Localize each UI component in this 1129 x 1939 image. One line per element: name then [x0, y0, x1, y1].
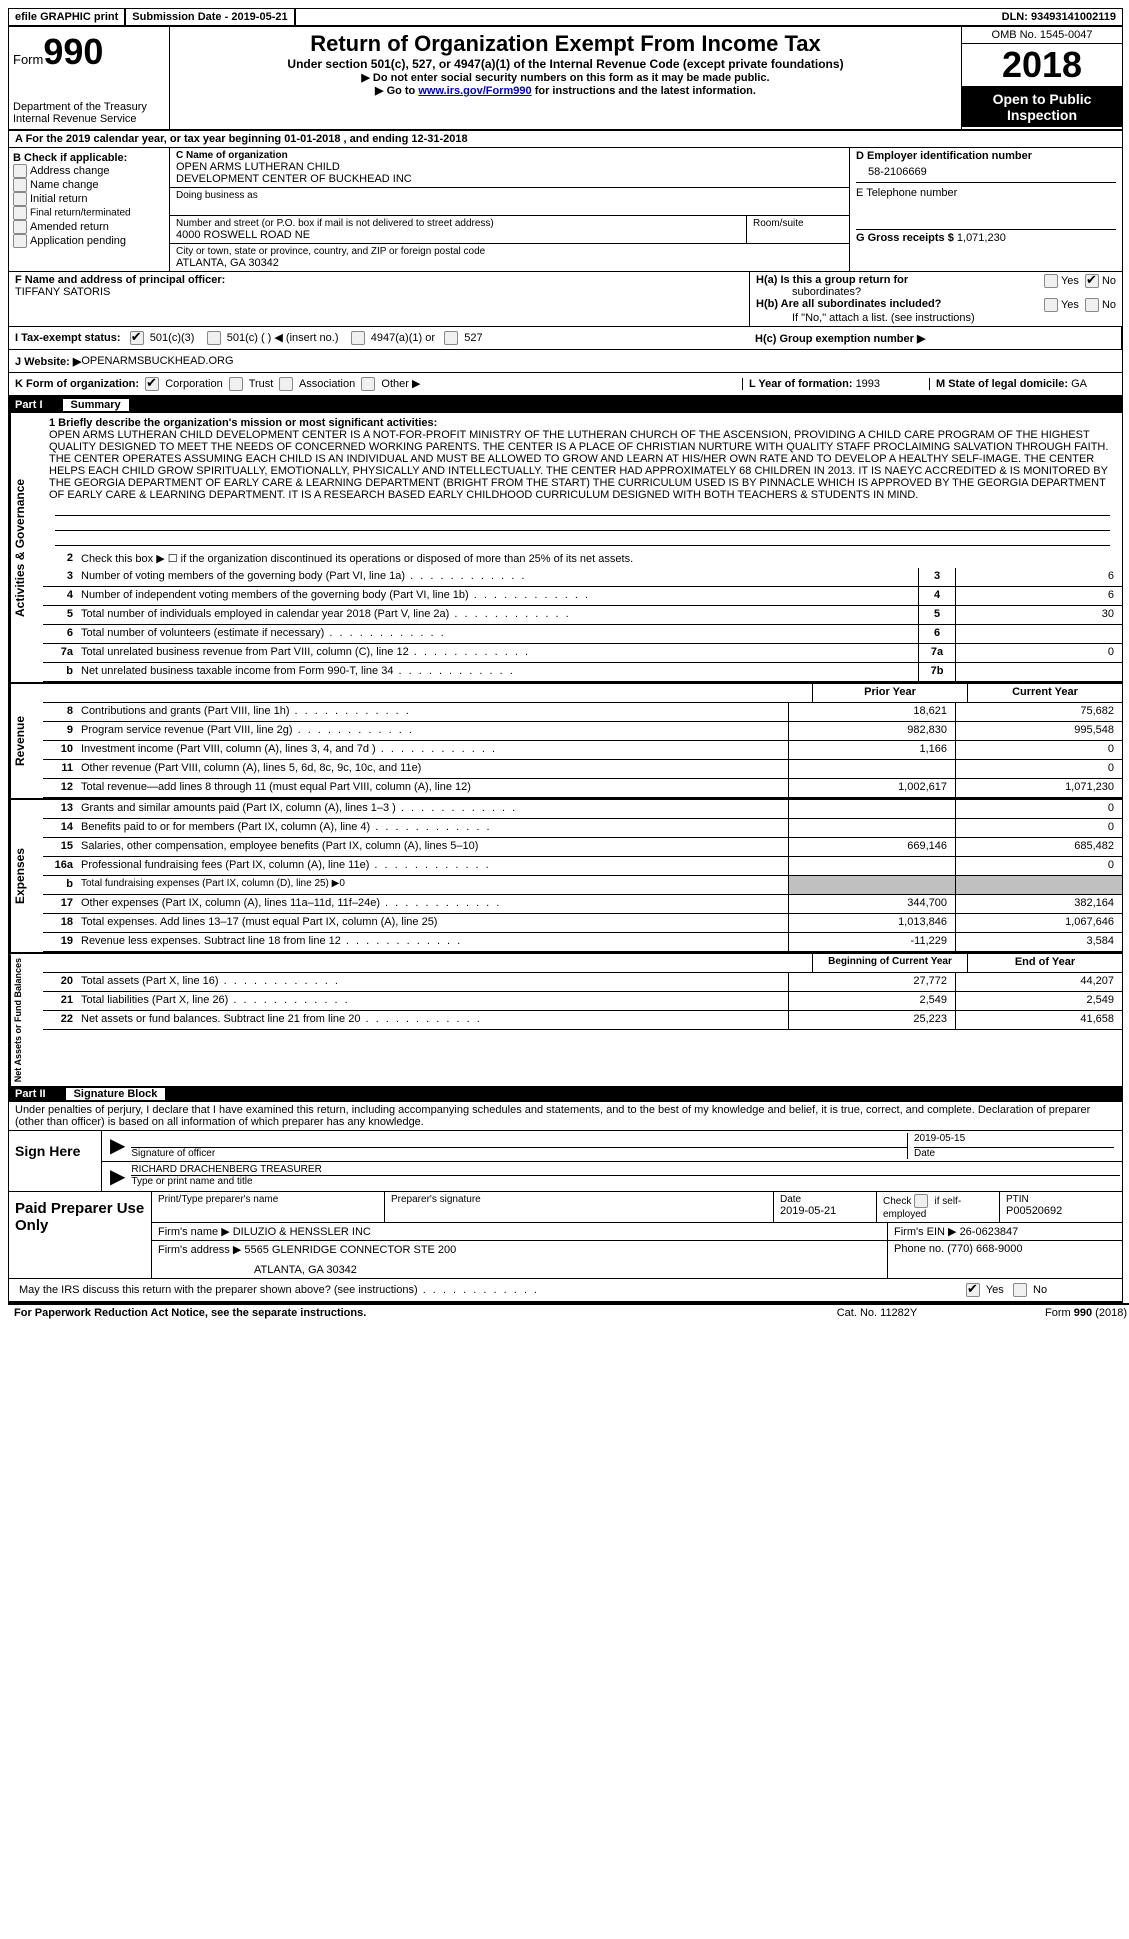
- section-c: C Name of organization OPEN ARMS LUTHERA…: [170, 148, 850, 271]
- cb-501c3[interactable]: 501(c)(3): [130, 332, 195, 344]
- section-hc: H(c) Group exemption number ▶: [749, 332, 1115, 345]
- part-1-header: Part I Summary: [9, 397, 1122, 413]
- footer: For Paperwork Reduction Act Notice, see …: [8, 1303, 1129, 1321]
- section-d: D Employer identification number 58-2106…: [850, 148, 1122, 271]
- side-label-expenses: Expenses: [9, 800, 43, 952]
- cb-527[interactable]: 527: [444, 332, 482, 344]
- subtitle: Under section 501(c), 527, or 4947(a)(1)…: [178, 57, 953, 71]
- section-i: I Tax-exempt status: 501(c)(3) 501(c) ( …: [9, 327, 1122, 350]
- sig-arrow-icon-2: ▶: [104, 1164, 131, 1189]
- expenses-section: Expenses 13Grants and similar amounts pa…: [9, 798, 1122, 952]
- cb-501c[interactable]: 501(c) ( ) ◀ (insert no.): [207, 332, 339, 344]
- header-left: Form990 Department of the Treasury Inter…: [9, 27, 170, 129]
- paid-preparer-label: Paid Preparer Use Only: [9, 1192, 152, 1278]
- paid-preparer-section: Paid Preparer Use Only Print/Type prepar…: [9, 1192, 1122, 1278]
- mission-text: OPEN ARMS LUTHERAN CHILD DEVELOPMENT CEN…: [49, 429, 1116, 501]
- top-bar: efile GRAPHIC print Submission Date - 20…: [9, 9, 1122, 27]
- hb-no[interactable]: No: [1085, 298, 1116, 312]
- penalty-text: Under penalties of perjury, I declare th…: [9, 1102, 1122, 1131]
- dept-treasury: Department of the Treasury: [13, 101, 165, 113]
- sig-arrow-icon: ▶: [104, 1133, 131, 1159]
- main-title: Return of Organization Exempt From Incom…: [178, 31, 953, 57]
- instr-1: ▶ Do not enter social security numbers o…: [178, 71, 953, 84]
- cb-address-change[interactable]: Address change: [13, 164, 165, 178]
- discuss-row: May the IRS discuss this return with the…: [9, 1278, 1122, 1302]
- section-f: F Name and address of principal officer:…: [9, 272, 750, 326]
- section-j: J Website: ▶ OPENARMSBUCKHEAD.ORG: [9, 350, 1122, 373]
- header-right: OMB No. 1545-0047 2018 Open to Public In…: [961, 27, 1122, 129]
- sign-here-label: Sign Here: [9, 1131, 102, 1191]
- cb-trust[interactable]: Trust: [229, 378, 274, 390]
- cb-other[interactable]: Other ▶: [361, 378, 420, 390]
- section-klm: K Form of organization: Corporation Trus…: [9, 373, 1122, 397]
- dln: DLN: 93493141002119: [996, 9, 1122, 25]
- tax-year: 2018: [962, 44, 1122, 87]
- form-990-container: efile GRAPHIC print Submission Date - 20…: [8, 8, 1123, 1303]
- section-l: L Year of formation: 1993: [742, 378, 929, 390]
- sign-here-section: Sign Here ▶ Signature of officer 2019-05…: [9, 1131, 1122, 1192]
- submission-date: Submission Date - 2019-05-21: [126, 9, 295, 25]
- cb-amended-return[interactable]: Amended return: [13, 220, 165, 234]
- ein-value: 58-2106669: [856, 162, 1116, 182]
- org-name-block: C Name of organization OPEN ARMS LUTHERA…: [170, 148, 849, 188]
- ha-yes[interactable]: Yes: [1044, 274, 1079, 298]
- hb-yes[interactable]: Yes: [1044, 298, 1079, 312]
- revenue-section: Revenue Prior YearCurrent Year 8Contribu…: [9, 682, 1122, 798]
- section-a: A For the 2019 calendar year, or tax yea…: [9, 131, 1122, 148]
- sig-date: 2019-05-15 Date: [907, 1133, 1120, 1159]
- ha-no[interactable]: No: [1085, 274, 1116, 298]
- city-block: City or town, state or province, country…: [170, 244, 849, 271]
- side-label-revenue: Revenue: [9, 684, 43, 798]
- cb-application-pending[interactable]: Application pending: [13, 234, 165, 248]
- section-bcd: B Check if applicable: Address change Na…: [9, 148, 1122, 272]
- net-assets-section: Net Assets or Fund Balances Beginning of…: [9, 952, 1122, 1086]
- section-fh: F Name and address of principal officer:…: [9, 272, 1122, 327]
- form990-link[interactable]: www.irs.gov/Form990: [418, 85, 531, 97]
- activities-governance: Activities & Governance 1 Briefly descri…: [9, 413, 1122, 682]
- signature-field[interactable]: Signature of officer: [131, 1133, 907, 1159]
- cb-final-return[interactable]: Final return/terminated: [13, 206, 165, 220]
- section-b-title: B Check if applicable:: [13, 152, 165, 164]
- gross-receipts: G Gross receipts $ 1,071,230: [856, 229, 1116, 244]
- omb-number: OMB No. 1545-0047: [962, 27, 1122, 44]
- header-center: Return of Organization Exempt From Incom…: [170, 27, 961, 129]
- officer-name: RICHARD DRACHENBERG TREASURER Type or pr…: [131, 1164, 1120, 1189]
- section-h: H(a) Is this a group return for subordin…: [750, 272, 1122, 326]
- efile-label: efile GRAPHIC print: [9, 9, 126, 25]
- address-block: Number and street (or P.O. box if mail i…: [170, 216, 849, 244]
- cb-4947[interactable]: 4947(a)(1) or: [351, 332, 435, 344]
- cb-corporation[interactable]: Corporation: [145, 378, 223, 390]
- cb-association[interactable]: Association: [279, 378, 355, 390]
- discuss-no[interactable]: No: [1013, 1284, 1047, 1296]
- form-label: Form: [13, 52, 43, 67]
- form-number: 990: [43, 31, 103, 72]
- mission-block: 1 Briefly describe the organization's mi…: [43, 413, 1122, 550]
- dba-block: Doing business as: [170, 188, 849, 216]
- cb-name-change[interactable]: Name change: [13, 178, 165, 192]
- dept-irs: Internal Revenue Service: [13, 113, 165, 125]
- side-label-governance: Activities & Governance: [9, 413, 43, 682]
- side-label-net: Net Assets or Fund Balances: [9, 954, 43, 1086]
- instr-2: ▶ Go to www.irs.gov/Form990 for instruct…: [178, 84, 953, 97]
- cb-initial-return[interactable]: Initial return: [13, 192, 165, 206]
- header: Form990 Department of the Treasury Inter…: [9, 27, 1122, 131]
- section-b: B Check if applicable: Address change Na…: [9, 148, 170, 271]
- discuss-yes[interactable]: Yes: [966, 1284, 1004, 1296]
- part-2-header: Part II Signature Block: [9, 1086, 1122, 1102]
- cb-self-employed[interactable]: [914, 1194, 928, 1208]
- section-m: M State of legal domicile: GA: [929, 378, 1116, 390]
- inspection-badge: Open to Public Inspection: [962, 87, 1122, 127]
- website-value: OPENARMSBUCKHEAD.ORG: [81, 355, 233, 367]
